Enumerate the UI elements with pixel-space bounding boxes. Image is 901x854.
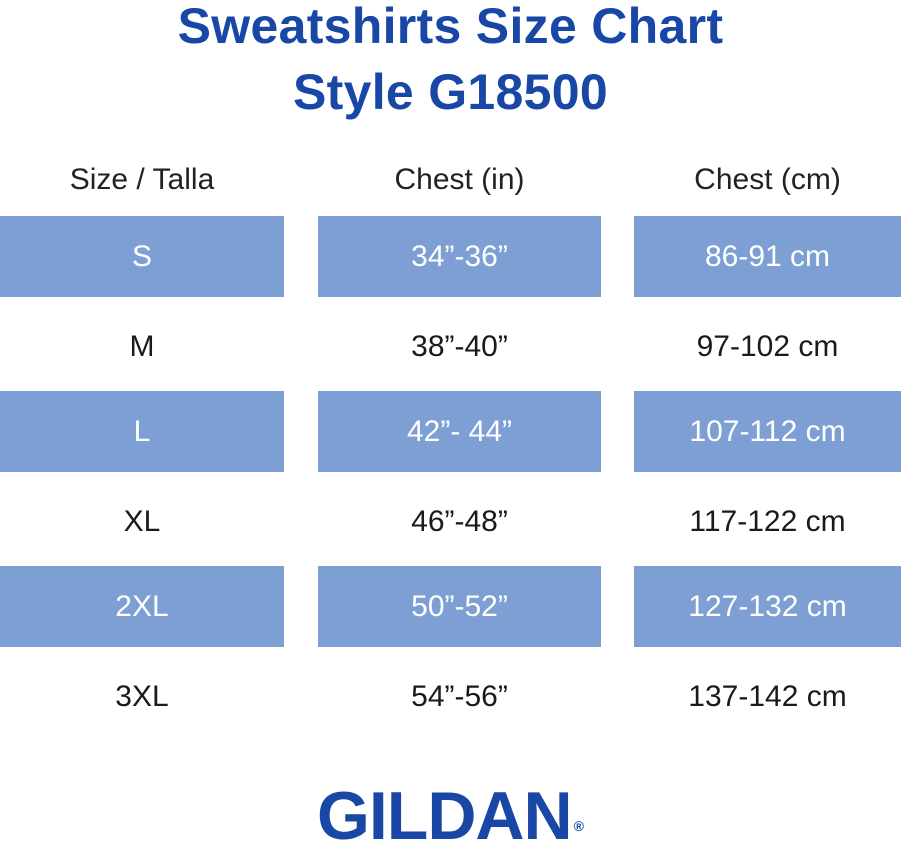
row-3xl-size: 3XL	[115, 680, 169, 713]
row-l-chest-in: 42”- 44”	[318, 391, 601, 472]
gildan-logo: GILDAN ®	[0, 778, 901, 854]
row-s-chest-cm: 86-91 cm	[634, 216, 901, 297]
row-m-size: M	[129, 330, 155, 363]
row-l-size: L	[0, 391, 284, 472]
row-3xl-chest-cm: 137-142 cm	[688, 680, 847, 713]
chart-title: Sweatshirts Size Chart	[177, 0, 724, 54]
row-s-chest-in: 34”-36”	[318, 216, 601, 297]
row-m-chest-in: 38”-40”	[411, 330, 508, 363]
row-s-size: S	[0, 216, 284, 297]
row-xl-chest-cm: 117-122 cm	[689, 505, 846, 538]
row-xl-chest-in: 46”-48”	[411, 505, 508, 538]
chart-subtitle-style: Style G18500	[293, 64, 608, 120]
logo-wordmark: GILDAN	[317, 778, 573, 854]
row-xl-size: XL	[123, 505, 161, 538]
registered-mark: ®	[573, 818, 584, 834]
row-2xl-size: 2XL	[0, 566, 284, 647]
header-size: Size / Talla	[69, 163, 215, 196]
header-chest-cm: Chest (cm)	[694, 163, 841, 196]
row-3xl-chest-in: 54”-56”	[411, 680, 508, 713]
row-2xl-chest-cm: 127-132 cm	[634, 566, 901, 647]
row-m-chest-cm: 97-102 cm	[696, 330, 839, 363]
row-l-chest-cm: 107-112 cm	[634, 391, 901, 472]
header-chest-in: Chest (in)	[394, 163, 525, 196]
row-2xl-chest-in: 50”-52”	[318, 566, 601, 647]
